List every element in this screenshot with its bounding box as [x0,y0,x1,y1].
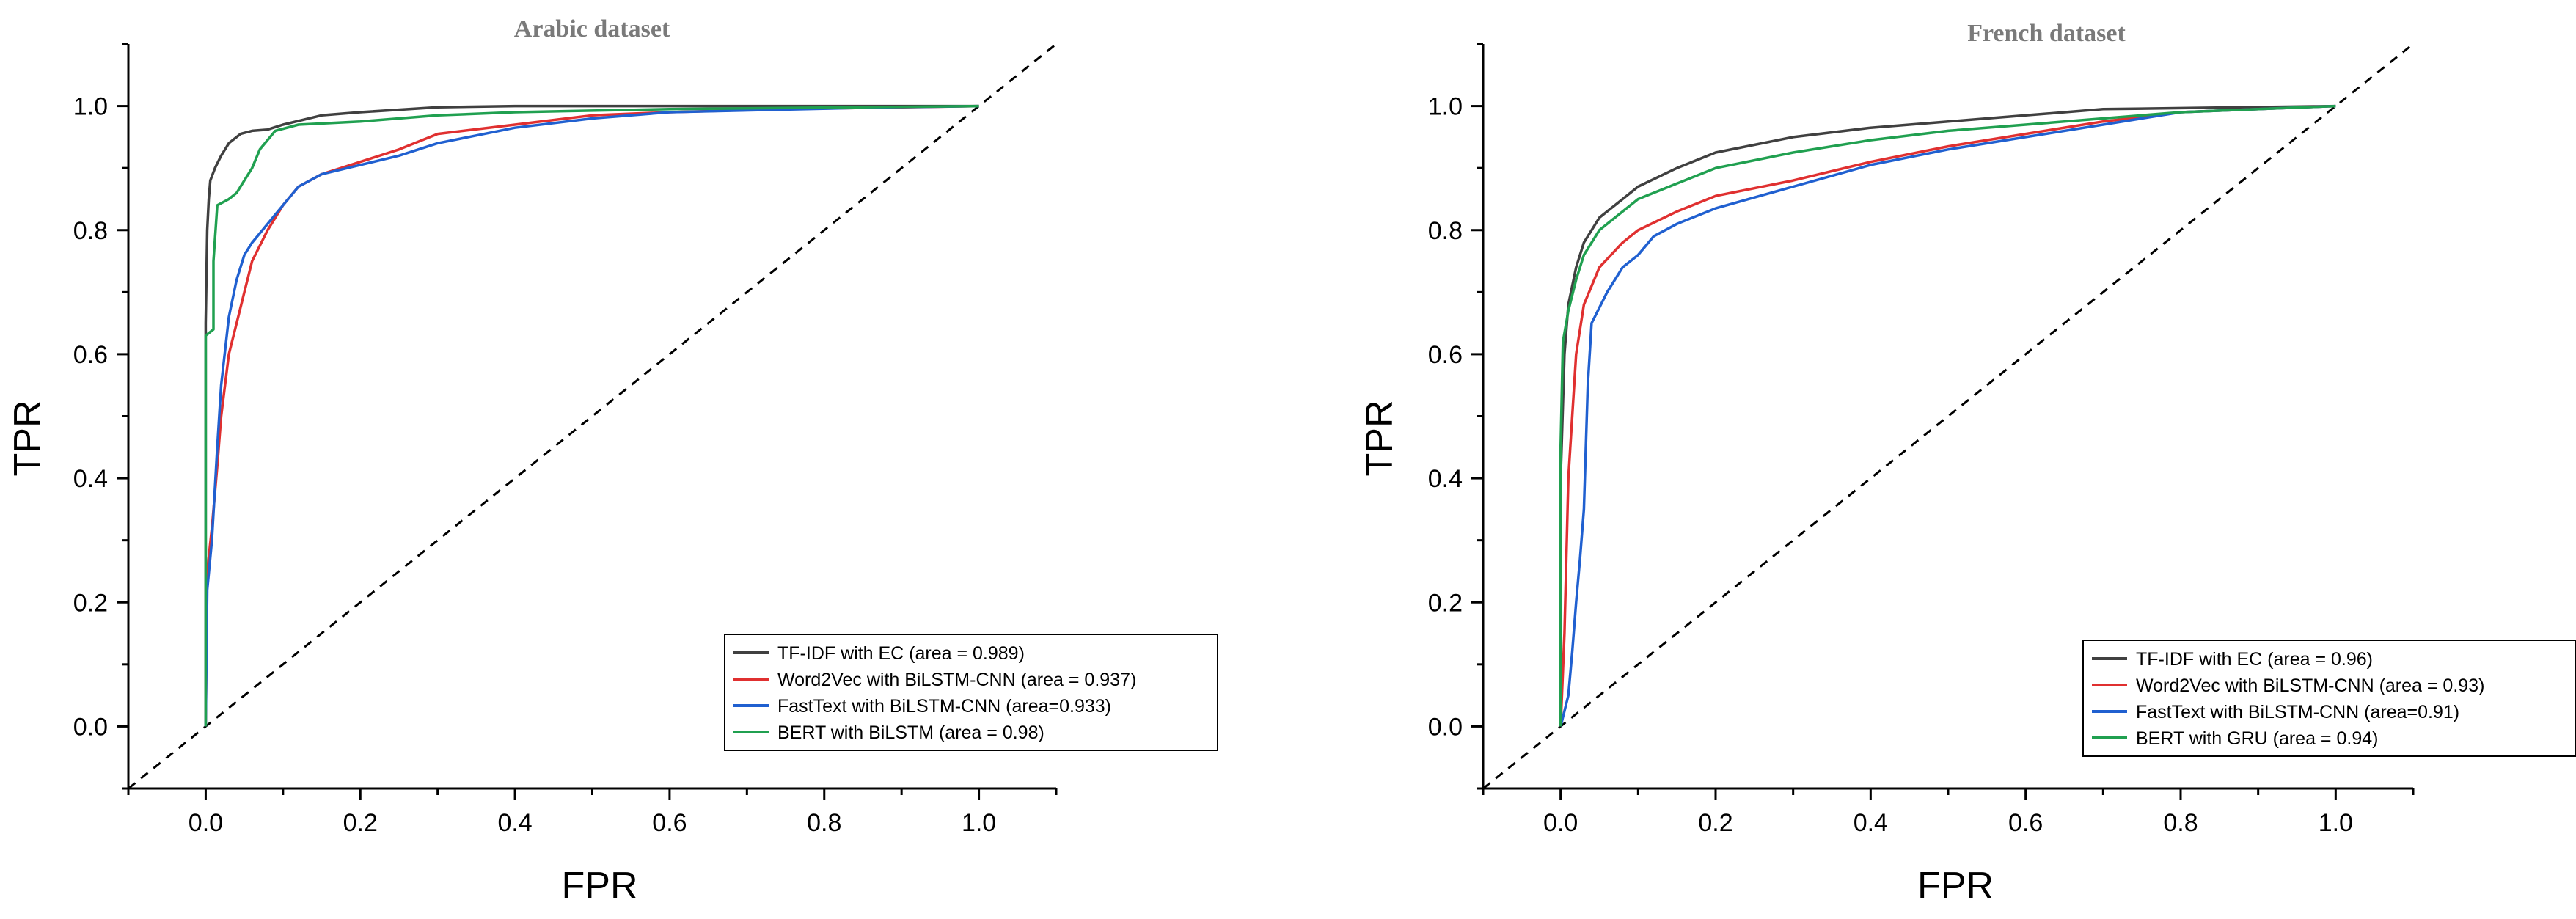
random-classifier-diagonal [128,43,1057,790]
roc-curve-3 [1559,104,2336,727]
legend-entry: FastText with BiLSTM-CNN (area=0.933) [777,696,1111,717]
y-tick-label: 1.0 [73,93,108,121]
x-tick-label: 0.8 [2163,809,2198,837]
chart-title: Arabic dataset [514,15,670,43]
legend-entry: Word2Vec with BiLSTM-CNN (area = 0.937) [777,670,1136,690]
chart-title: French dataset [1967,20,2126,47]
legend-entry: BERT with GRU (area = 0.94) [2136,728,2378,749]
x-tick-label: 1.0 [2319,809,2353,837]
x-tick-label: 0.2 [1698,809,1732,837]
y-axis-label: TPR [7,400,49,477]
arabic-roc-panel: Arabic dataset 0.0 0.2 0.4 0.6 0.8 1.0 0.0 0.2 0.… [7,15,1218,907]
y-tick-label: 0.8 [1428,217,1463,245]
x-tick-label: 0.2 [343,809,378,837]
x-tick-label: 0.0 [1543,809,1578,837]
legend-entry: TF-IDF with EC (area = 0.96) [2136,649,2373,670]
roc-curve-2 [1559,104,2336,727]
x-tick-label: 0.4 [497,809,532,837]
y-tick-label: 0.6 [1428,341,1463,369]
roc-curve-0 [204,104,979,727]
y-tick-label: 0.4 [1428,465,1463,493]
x-tick-label: 0.8 [807,809,841,837]
x-tick-label: 0.4 [1854,809,1888,837]
y-tick-label: 0.0 [1428,713,1463,741]
french-roc-panel: French dataset 0.0 0.2 0.4 0.6 0.8 1.0 0.0 0.2 0.… [1358,20,2576,907]
random-classifier-diagonal [1482,43,2414,790]
y-tick-label: 0.0 [73,713,108,741]
y-tick-label: 1.0 [1428,93,1463,121]
y-tick-label: 0.6 [73,341,108,369]
x-tick-label: 0.6 [652,809,687,837]
legend-entry: TF-IDF with EC (area = 0.989) [777,643,1025,664]
x-axis-label: FPR [1917,865,1994,907]
legend-entry: BERT with BiLSTM (area = 0.98) [777,722,1044,743]
y-tick-label: 0.2 [1428,589,1463,617]
x-axis-label: FPR [562,865,638,907]
legend-entry: Word2Vec with BiLSTM-CNN (area = 0.93) [2136,675,2484,696]
roc-curve-1 [1559,104,2336,727]
roc-curve-3 [204,104,979,727]
y-tick-label: 0.4 [73,465,108,493]
y-tick-label: 0.2 [73,589,108,617]
legend-box [2082,640,2576,757]
legend-entry: FastText with BiLSTM-CNN (area=0.91) [2136,702,2459,722]
y-tick-label: 0.8 [73,217,108,245]
roc-curve-2 [204,104,979,727]
x-tick-label: 0.0 [189,809,223,837]
x-tick-label: 1.0 [962,809,996,837]
y-axis-label: TPR [1358,400,1401,477]
legend-box [724,634,1218,751]
x-tick-label: 0.6 [2008,809,2043,837]
